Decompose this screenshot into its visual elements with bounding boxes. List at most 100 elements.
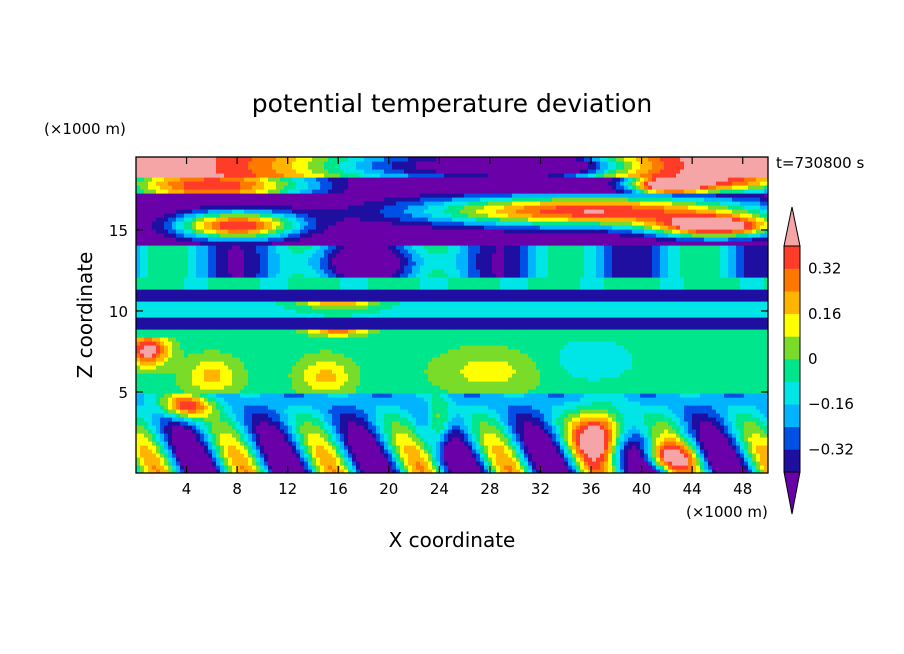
contour-cell (192, 357, 197, 362)
contour-cell (476, 409, 481, 414)
contour-cell (576, 361, 581, 366)
contour-cell (548, 405, 553, 410)
contour-cell (216, 425, 221, 430)
contour-cell (536, 437, 541, 442)
contour-cell (188, 457, 193, 462)
contour-cell (696, 353, 701, 358)
contour-cell (536, 397, 541, 402)
contour-cell (556, 417, 561, 422)
contour-cell (632, 373, 637, 378)
contour-cell (656, 369, 661, 374)
contour-cell (444, 413, 449, 418)
contour-cell (296, 417, 301, 422)
contour-cell (596, 361, 601, 366)
contour-cell (508, 413, 513, 418)
contour-cell (444, 421, 449, 426)
contour-cell (424, 409, 429, 414)
contour-cell (504, 349, 509, 354)
contour-cell (308, 385, 313, 390)
contour-cell (192, 469, 197, 473)
contour-cell (740, 457, 745, 462)
contour-cell (468, 345, 473, 350)
contour-cell (224, 361, 229, 366)
contour-cell (364, 413, 369, 418)
contour-cell (764, 449, 768, 454)
contour-cell (220, 433, 225, 438)
contour-cell (408, 385, 413, 390)
contour-cell (340, 445, 345, 450)
contour-cell (584, 365, 589, 370)
contour-cell (252, 449, 257, 454)
contour-cell (536, 393, 541, 398)
contour-cell (196, 401, 201, 406)
contour-cell (580, 393, 585, 398)
contour-cell (612, 369, 617, 374)
contour-cell (444, 377, 449, 382)
contour-cell (284, 429, 289, 434)
contour-cell (136, 425, 141, 430)
contour-cell (572, 417, 577, 422)
contour-cell (256, 377, 261, 382)
contour-cell (672, 449, 677, 454)
contour-cell (652, 401, 657, 406)
contour-cell (188, 349, 193, 354)
contour-cell (388, 385, 393, 390)
contour-cell (216, 369, 221, 374)
contour-cell (292, 369, 297, 374)
contour-cell (508, 421, 513, 426)
contour-cell (580, 405, 585, 410)
contour-cell (512, 433, 517, 438)
contour-cell (372, 369, 377, 374)
contour-cell (276, 405, 281, 410)
contour-cell (476, 433, 481, 438)
contour-cell (664, 413, 669, 418)
contour-cell (260, 401, 265, 406)
contour-cell (628, 457, 633, 462)
contour-cell (512, 425, 517, 430)
contour-cell (584, 457, 589, 462)
contour-cell (392, 373, 397, 378)
contour-cell (608, 409, 613, 414)
contour-cell (648, 441, 653, 446)
contour-cell (712, 433, 717, 438)
contour-cell (268, 429, 273, 434)
contour-cell (620, 425, 625, 430)
contour-cell (216, 393, 221, 398)
contour-cell (748, 429, 753, 434)
contour-cell (624, 369, 629, 374)
contour-cell (316, 413, 321, 418)
contour-cell (392, 365, 397, 370)
contour-cell (420, 457, 425, 462)
contour-cell (384, 345, 389, 350)
contour-cell (536, 457, 541, 462)
contour-cell (296, 413, 301, 418)
contour-cell (656, 429, 661, 434)
contour-cell (440, 461, 445, 466)
contour-cell (740, 369, 745, 374)
contour-cell (396, 397, 401, 402)
contour-cell (380, 373, 385, 378)
contour-cell (608, 469, 613, 473)
contour-cell (696, 429, 701, 434)
contour-cell (708, 397, 713, 402)
contour-cell (260, 445, 265, 450)
contour-cell (552, 373, 557, 378)
contour-cell (764, 413, 768, 418)
contour-cell (508, 365, 513, 370)
contour-cell (340, 373, 345, 378)
contour-cell (504, 413, 509, 418)
contour-cell (716, 397, 721, 402)
contour-cell (644, 417, 649, 422)
contour-cell (244, 345, 249, 350)
contour-cell (316, 461, 321, 466)
contour-cell (688, 453, 693, 458)
contour-cell (148, 465, 153, 470)
contour-cell (592, 453, 597, 458)
contour-cell (188, 461, 193, 466)
contour-cell (536, 453, 541, 458)
contour-cell (352, 437, 357, 442)
contour-cell (520, 365, 525, 370)
contour-cell (184, 349, 189, 354)
contour-cell (564, 397, 569, 402)
contour-cell (512, 409, 517, 414)
